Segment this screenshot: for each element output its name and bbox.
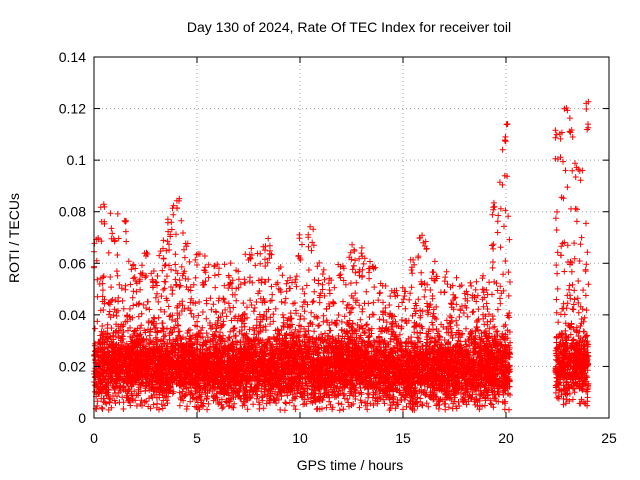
- y-tick-label: 0: [78, 410, 86, 426]
- x-tick-label: 10: [292, 430, 308, 446]
- x-axis-ticks: 0 5 10 15 20 25: [90, 57, 617, 446]
- y-axis-ticks: 0 0.02 0.04 0.06 0.08 0.1 0.12 0.14: [59, 49, 609, 426]
- y-tick-label: 0.06: [59, 255, 86, 271]
- x-axis-label: GPS time / hours: [297, 457, 404, 473]
- y-tick-label: 0.02: [59, 358, 86, 374]
- y-tick-label: 0.1: [67, 152, 87, 168]
- chart-title: Day 130 of 2024, Rate Of TEC Index for r…: [187, 19, 511, 35]
- plot-frame: [93, 56, 610, 419]
- x-tick-label: 15: [395, 430, 411, 446]
- data-points: [91, 98, 592, 414]
- x-tick-label: 0: [90, 430, 98, 446]
- x-tick-label: 5: [193, 430, 201, 446]
- y-tick-label: 0.14: [59, 49, 86, 65]
- x-tick-label: 25: [601, 430, 617, 446]
- y-axis-label: ROTI / TECUs: [6, 193, 22, 283]
- y-tick-label: 0.08: [59, 204, 86, 220]
- y-tick-label: 0.04: [59, 307, 86, 323]
- y-tick-label: 0.12: [59, 101, 86, 117]
- roti-point-markers: [91, 98, 592, 414]
- x-tick-label: 20: [498, 430, 514, 446]
